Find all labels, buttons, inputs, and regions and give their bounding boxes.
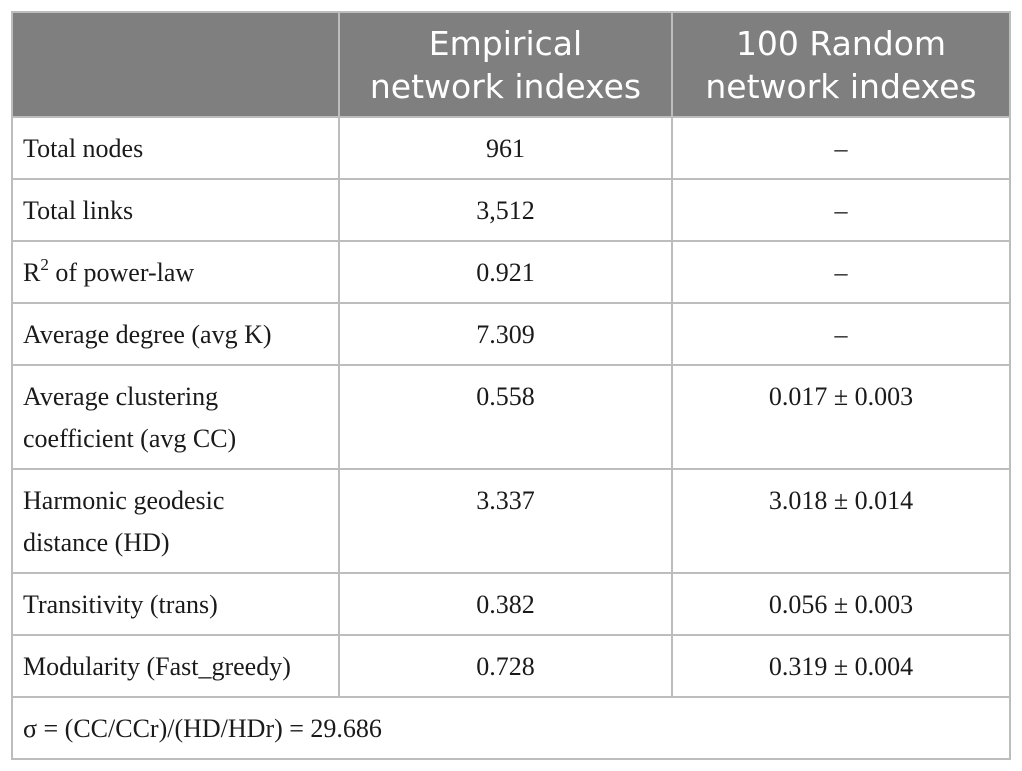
row-label: Total links (11, 178, 340, 242)
row-label: Average degree (avg K) (11, 302, 340, 366)
header-empirical-line1: Empirical (428, 23, 583, 63)
header-random-line2: network indexes (705, 66, 977, 106)
empirical-value: 0.558 (338, 364, 673, 470)
table-row: Average clustering coefficient (avg CC) 0… (11, 364, 1011, 470)
row-label-line2: coefficient (avg CC) (23, 424, 237, 453)
header-cell-metric (11, 11, 340, 118)
header-random-line1: 100 Random (735, 23, 947, 63)
row-label-line1: Harmonic geodesic (23, 486, 225, 515)
row-label-suffix: of power-law (48, 258, 195, 287)
table-row: Transitivity (trans) 0.382 0.056 ± 0.003 (11, 572, 1011, 636)
header-row: Empirical network indexes 100 Random net… (11, 11, 1011, 118)
random-value: 0.319 ± 0.004 (671, 634, 1011, 698)
row-label: Harmonic geodesic distance (HD) (11, 468, 340, 574)
footer-row: σ = (CC/CCr)/(HD/HDr) = 29.686 (11, 696, 1011, 760)
empirical-value: 3,512 (338, 178, 673, 242)
sigma-formula: σ = (CC/CCr)/(HD/HDr) = 29.686 (11, 696, 1011, 760)
header-cell-empirical: Empirical network indexes (338, 11, 673, 118)
empirical-value: 961 (338, 116, 673, 180)
table-row: Total nodes 961 – (11, 116, 1011, 180)
table-row: Modularity (Fast_greedy) 0.728 0.319 ± 0… (11, 634, 1011, 698)
row-label-line1: Average clustering (23, 382, 219, 411)
empirical-value: 0.921 (338, 240, 673, 304)
empirical-value: 0.382 (338, 572, 673, 636)
random-value: – (671, 302, 1011, 366)
empirical-value: 0.728 (338, 634, 673, 698)
random-value: 0.017 ± 0.003 (671, 364, 1011, 470)
row-label: Average clustering coefficient (avg CC) (11, 364, 340, 470)
random-value: – (671, 116, 1011, 180)
header-empirical-line2: network indexes (369, 66, 642, 106)
header-cell-random: 100 Random network indexes (671, 11, 1011, 118)
random-value: 0.056 ± 0.003 (671, 572, 1011, 636)
network-indexes-table: Empirical network indexes 100 Random net… (11, 11, 1011, 760)
row-label: Total nodes (11, 116, 340, 180)
empirical-value: 7.309 (338, 302, 673, 366)
row-label-prefix: R (23, 258, 41, 287)
row-label-superscript: 2 (40, 255, 49, 274)
row-label: Modularity (Fast_greedy) (11, 634, 340, 698)
random-value: – (671, 178, 1011, 242)
random-value: 3.018 ± 0.014 (671, 468, 1011, 574)
table-row: Total links 3,512 – (11, 178, 1011, 242)
empirical-value: 3.337 (338, 468, 673, 574)
row-label: Transitivity (trans) (11, 572, 340, 636)
table-row: Average degree (avg K) 7.309 – (11, 302, 1011, 366)
random-value: – (671, 240, 1011, 304)
table-row: R2 of power-law 0.921 – (11, 240, 1011, 304)
row-label: R2 of power-law (11, 240, 340, 304)
row-label-line2: distance (HD) (23, 528, 170, 557)
table-row: Harmonic geodesic distance (HD) 3.337 3.0… (11, 468, 1011, 574)
